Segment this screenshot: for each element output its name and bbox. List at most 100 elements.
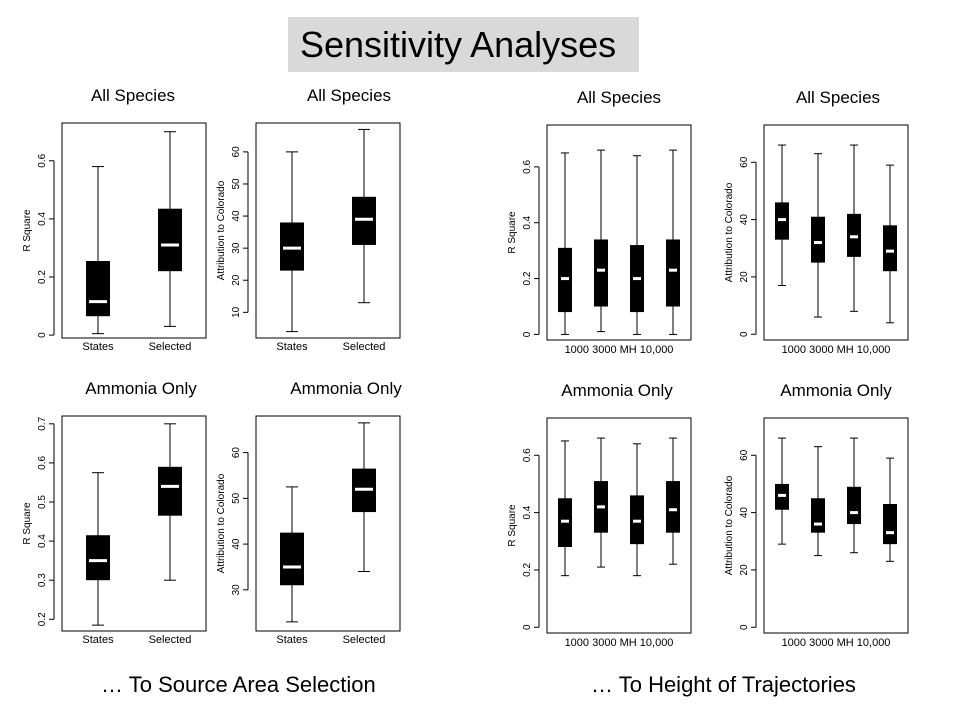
y-tick-label: 40 <box>739 507 750 519</box>
y-tick-label: 40 <box>231 210 242 222</box>
y-tick-label: 0.3 <box>37 573 48 587</box>
y-tick-label: 0.4 <box>522 215 533 229</box>
boxplot-panel-6: Ammonia Only 30 40 50 60 Attribution to Color… <box>216 379 402 646</box>
box <box>666 481 680 533</box>
boxplot-panel-4: All Species 0 20 40 60 Attribution to Colorad… <box>724 88 909 356</box>
x-tick-label: States <box>276 341 308 353</box>
boxplot-panel-7: Ammonia Only 0 0.2 0.4 0.6 R Square 1000 3000 … <box>507 381 692 649</box>
y-tick-label: 0.2 <box>37 612 48 626</box>
plot-frame <box>255 415 401 632</box>
y-tick-label: 0.6 <box>37 456 48 470</box>
panel-title: All Species <box>577 88 661 107</box>
x-tick-labels: 1000 3000 MH 10,000 <box>565 637 674 649</box>
panel-title: All Species <box>91 86 175 105</box>
x-tick-labels: 1000 3000 MH 10,000 <box>782 637 891 649</box>
box <box>86 535 110 581</box>
x-tick-label: States <box>276 634 308 646</box>
box <box>666 239 680 307</box>
y-tick-label: 50 <box>231 178 242 190</box>
plot-frame <box>546 417 692 634</box>
y-tick-label: 50 <box>231 492 242 504</box>
panel-title: Ammonia Only <box>561 381 673 400</box>
y-tick-label: 60 <box>739 449 750 461</box>
y-tick-label: 0.6 <box>522 159 533 173</box>
boxplot-panel-2: All Species 10 20 30 40 50 60 Attribution to Co… <box>216 86 401 353</box>
y-tick-label: 30 <box>231 242 242 254</box>
y-axis-label: Attribution to Colorado <box>216 180 227 280</box>
boxplot-panel-5: Ammonia Only 0.2 0.3 0.4 0.5 0.6 0.7 R Square St… <box>22 379 207 646</box>
y-tick-label: 0 <box>739 624 750 630</box>
plot-frame <box>763 417 909 634</box>
panel-title: All Species <box>796 88 880 107</box>
y-axis-label: R Square <box>507 504 518 547</box>
plot-frame <box>546 124 692 341</box>
y-tick-label: 30 <box>231 584 242 596</box>
y-tick-label: 0 <box>739 331 750 337</box>
y-tick-label: 40 <box>739 214 750 226</box>
y-tick-label: 0.4 <box>37 534 48 548</box>
box <box>158 208 182 272</box>
plot-frame <box>61 122 207 339</box>
panel-title: Ammonia Only <box>85 379 197 398</box>
x-tick-label: States <box>82 634 114 646</box>
plot-frame <box>255 122 401 339</box>
y-tick-label: 0.2 <box>37 270 48 284</box>
y-tick-label: 0.6 <box>522 448 533 462</box>
x-tick-label: States <box>82 341 114 353</box>
x-tick-label: Selected <box>149 634 192 646</box>
y-tick-label: 0 <box>37 332 48 338</box>
y-tick-label: 0.2 <box>522 271 533 285</box>
box <box>883 504 897 545</box>
slide-title-box: Sensitivity Analyses <box>288 17 639 72</box>
y-tick-label: 0 <box>522 624 533 630</box>
y-tick-label: 10 <box>231 306 242 318</box>
box <box>280 532 304 586</box>
panel-title: Ammonia Only <box>290 379 402 398</box>
caption-trajectory-height: … To Height of Trajectories <box>591 672 856 697</box>
x-tick-labels: 1000 3000 MH 10,000 <box>782 344 891 356</box>
y-axis-label: Attribution to Colorado <box>216 473 227 573</box>
caption-source-area: … To Source Area Selection <box>101 672 376 697</box>
x-tick-label: Selected <box>343 341 386 353</box>
y-tick-label: 0.7 <box>37 416 48 430</box>
y-tick-label: 20 <box>739 564 750 576</box>
y-tick-label: 60 <box>739 156 750 168</box>
box <box>847 486 861 525</box>
y-tick-label: 0.6 <box>37 153 48 167</box>
y-tick-label: 60 <box>231 146 242 158</box>
y-tick-label: 0.4 <box>522 505 533 519</box>
x-tick-label: Selected <box>343 634 386 646</box>
y-tick-label: 0 <box>522 331 533 337</box>
x-tick-labels: 1000 3000 MH 10,000 <box>565 344 674 356</box>
boxplot-panel-1: All Species 0 0.2 0.4 0.6 R Square States Selec… <box>22 86 207 353</box>
boxplot-panel-8: Ammonia Only 0 20 40 60 Attribution to Colora… <box>724 381 909 649</box>
x-tick-label: Selected <box>149 341 192 353</box>
y-axis-label: Attribution to Colorado <box>724 475 735 575</box>
y-axis-label: R Square <box>22 502 33 545</box>
y-axis-label: R Square <box>507 211 518 254</box>
panel-title: Ammonia Only <box>780 381 892 400</box>
y-axis-label: R Square <box>22 209 33 252</box>
y-tick-label: 40 <box>231 538 242 550</box>
y-tick-label: 60 <box>231 447 242 459</box>
boxplot-panel-3: All Species 0 0.2 0.4 0.6 R Square 1000 3000 M… <box>507 88 692 356</box>
y-tick-label: 0.4 <box>37 211 48 225</box>
box <box>811 498 825 533</box>
box <box>883 225 897 272</box>
y-tick-label: 0.2 <box>522 563 533 577</box>
slide-title: Sensitivity Analyses <box>300 24 617 65</box>
y-axis-label: Attribution to Colorado <box>724 182 735 282</box>
box <box>86 261 110 317</box>
plot-frame <box>763 124 909 341</box>
box <box>811 216 825 263</box>
box <box>352 196 376 245</box>
y-tick-label: 20 <box>231 274 242 286</box>
box <box>158 466 182 516</box>
plot-frame <box>61 415 207 632</box>
y-tick-label: 0.5 <box>37 495 48 509</box>
y-tick-label: 20 <box>739 271 750 283</box>
box <box>594 239 608 307</box>
box <box>280 222 304 271</box>
